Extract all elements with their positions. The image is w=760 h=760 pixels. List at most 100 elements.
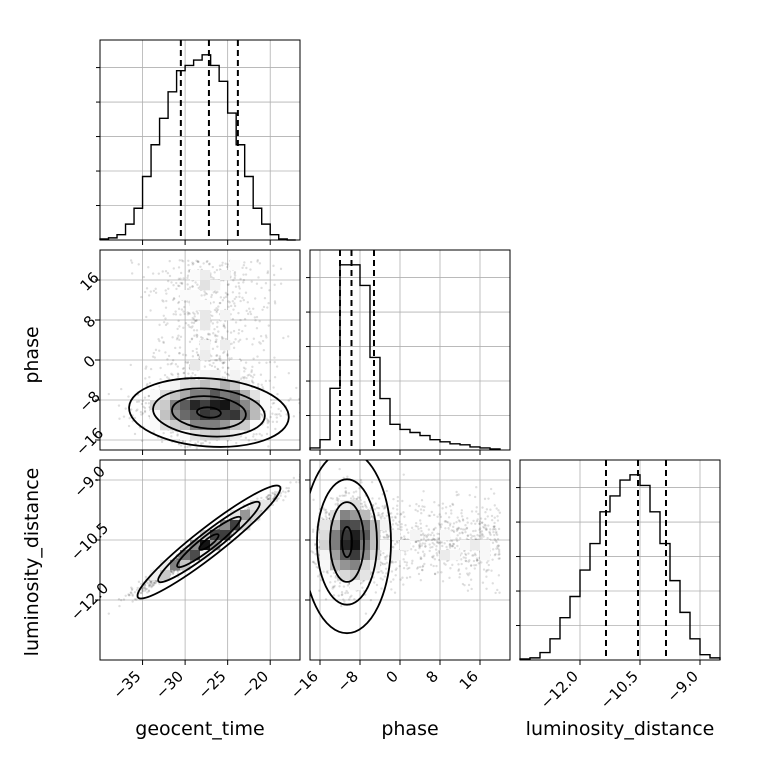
sample-point (223, 319, 227, 323)
sample-point (287, 490, 290, 493)
sample-point (136, 586, 139, 590)
sample-point (194, 373, 197, 377)
sample-point (187, 372, 190, 375)
density-cell (200, 370, 211, 381)
sample-point (144, 588, 147, 591)
sample-point (217, 330, 220, 333)
sample-point (211, 347, 215, 351)
sample-point (242, 273, 245, 276)
sample-point (196, 260, 200, 264)
sample-point (244, 436, 248, 440)
density-cell (200, 420, 211, 431)
sample-point (252, 433, 255, 436)
sample-point (184, 354, 188, 357)
y-tick-label: 16 (77, 269, 103, 295)
density-cell (180, 410, 191, 421)
density-cell (240, 400, 251, 411)
sample-point (195, 329, 199, 332)
sample-point (222, 323, 226, 326)
sample-point (242, 366, 246, 370)
sample-point (221, 362, 225, 365)
sample-point (235, 441, 238, 445)
sample-point (261, 415, 264, 418)
sample-point (275, 420, 279, 424)
sample-point (179, 277, 182, 280)
sample-point (205, 292, 208, 296)
sample-point (117, 597, 121, 601)
sample-point (277, 497, 280, 500)
density-cell (180, 400, 191, 411)
sample-point (230, 457, 232, 459)
sample-point (275, 416, 279, 419)
sample-point (292, 415, 296, 418)
x-tick-label: −12.0 (537, 667, 582, 712)
sample-point (137, 580, 141, 584)
sample-point (164, 306, 168, 309)
sample-point (130, 408, 133, 411)
sample-point (244, 324, 247, 328)
sample-point (210, 276, 213, 279)
sample-point (162, 431, 165, 435)
histogram-step (519, 474, 721, 660)
sample-point (191, 349, 195, 353)
sample-point (194, 442, 197, 445)
sample-point (172, 571, 175, 574)
sample-point (237, 311, 240, 315)
sample-point (164, 323, 168, 327)
sample-point (252, 337, 256, 340)
density-cell (210, 410, 221, 421)
sample-point (179, 444, 183, 447)
contour-line (171, 395, 247, 430)
sample-point (232, 279, 235, 282)
sample-point (213, 271, 216, 274)
sample-point (182, 277, 185, 280)
sample-point (171, 431, 175, 434)
sample-point (194, 281, 197, 284)
sample-point (258, 432, 261, 436)
sample-point (149, 367, 153, 371)
sample-point (233, 304, 237, 308)
density-cell (210, 380, 221, 391)
sample-point (231, 317, 235, 321)
sample-point (218, 357, 222, 360)
sample-point (266, 306, 269, 309)
sample-point (216, 321, 219, 324)
scatter-panel-luminosity-distance-vs-geocent-time: −35 −30 −25 −20−12.0−10.5−9.0 (67, 459, 301, 702)
sample-point (150, 585, 153, 588)
sample-point (243, 370, 246, 373)
sample-point (151, 584, 154, 588)
density-cell (160, 380, 171, 391)
sample-point (160, 336, 164, 339)
sample-point (221, 376, 224, 379)
sample-point (257, 276, 260, 279)
sample-point (192, 262, 195, 265)
sample-point (162, 314, 165, 318)
sample-point (239, 435, 243, 438)
sample-point (164, 317, 167, 320)
sample-point (149, 580, 152, 583)
sample-point (220, 337, 224, 340)
sample-point (215, 359, 219, 362)
sample-point (214, 291, 218, 295)
sample-point (269, 406, 273, 409)
density-cell (250, 400, 261, 411)
sample-point (187, 269, 191, 272)
density-cell (180, 430, 191, 441)
density-cell (190, 360, 201, 371)
density-cell (220, 380, 231, 391)
sample-point (187, 259, 190, 262)
sample-point (238, 292, 241, 295)
sample-point (147, 589, 151, 592)
sample-point (147, 294, 151, 297)
sample-point (176, 434, 179, 437)
sample-point (245, 337, 248, 341)
sample-point (215, 268, 219, 272)
sample-point (267, 324, 270, 327)
sample-point (241, 266, 244, 270)
sample-point (178, 351, 181, 355)
sample-point (143, 584, 147, 587)
sample-point (203, 365, 207, 368)
sample-point (190, 338, 194, 341)
sample-point (256, 355, 259, 358)
